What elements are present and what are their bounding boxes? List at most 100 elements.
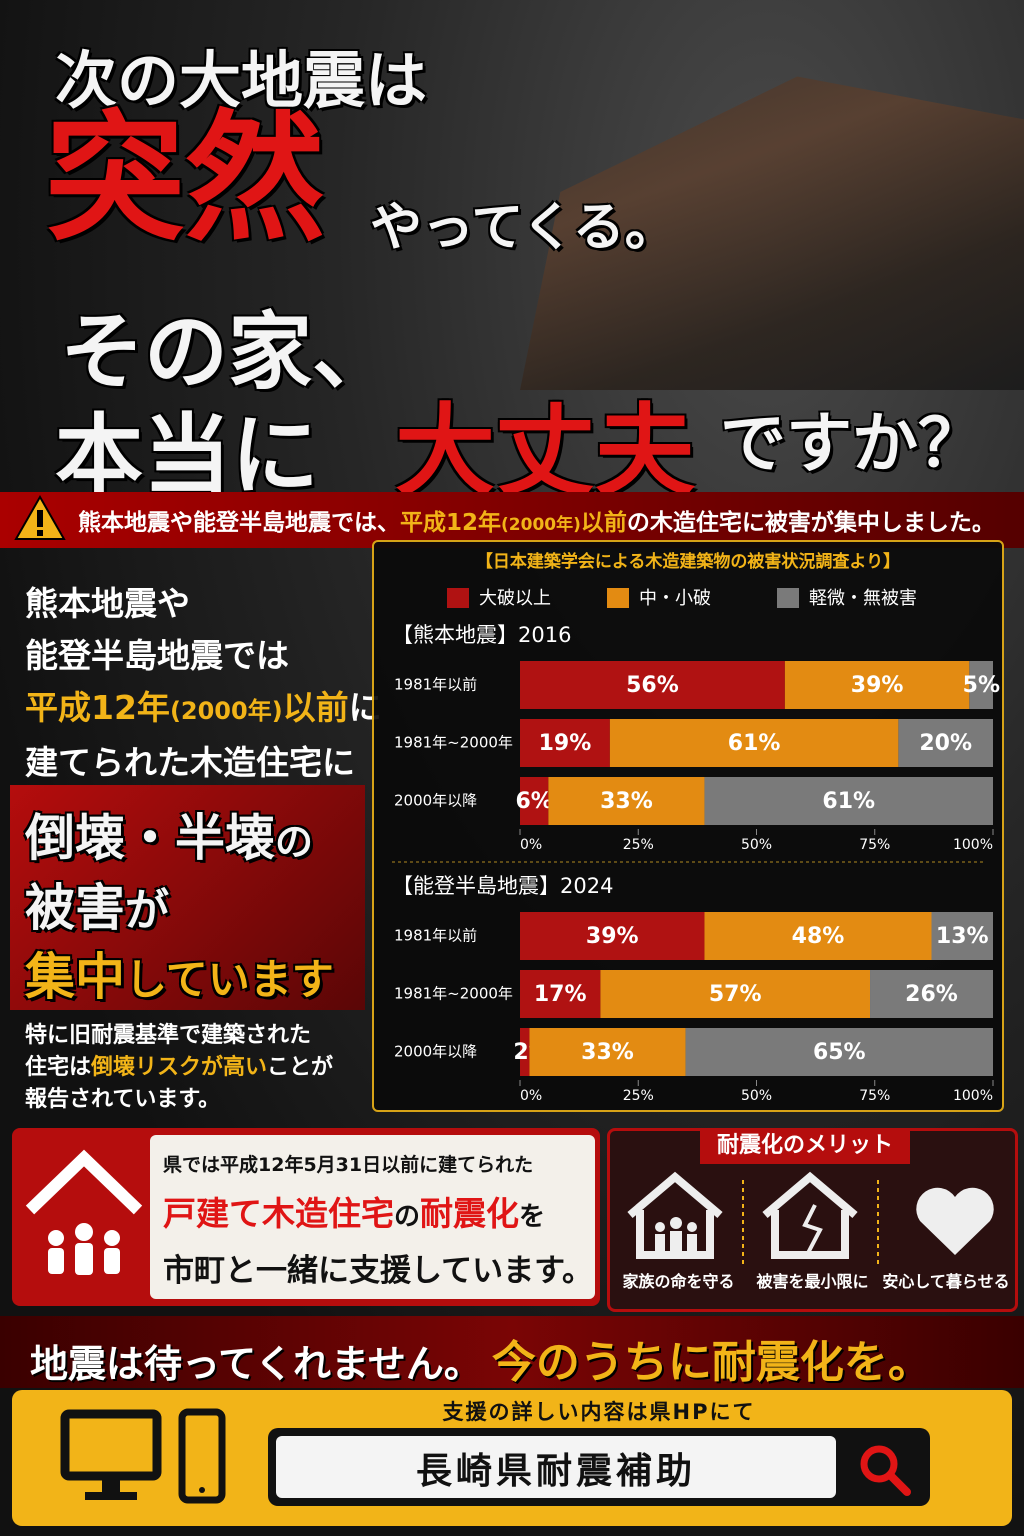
note-part: ことが <box>267 1055 334 1080</box>
bar-segment <box>520 1028 530 1076</box>
bar-segment <box>609 719 899 767</box>
category-label: 1981年~2000年 <box>394 734 513 752</box>
bar-segment <box>520 719 610 767</box>
support-line: 県では平成12年5月31日以前に建てられた <box>163 1154 534 1176</box>
headline-emph2: 大丈夫 <box>395 393 695 510</box>
bar-segment <box>520 970 601 1018</box>
value-label: 61% <box>728 731 781 756</box>
damage-part: 被害 <box>25 879 125 937</box>
category-label: 1981年~2000年 <box>394 985 513 1003</box>
survey-title: 【日本建築学会による木造建築物の被害状況調査より】 <box>476 551 900 572</box>
damage-box <box>10 785 365 1010</box>
left-part: 以前 <box>282 688 349 727</box>
search-icon[interactable] <box>855 1440 915 1496</box>
value-label: 20% <box>919 731 972 756</box>
headline-1: 次の大地震は <box>55 44 428 117</box>
search-query: 長崎県耐震補助 <box>415 1451 696 1492</box>
damage-text: 倒壊・半壊の 被害が 集中しています <box>25 805 334 1013</box>
search-input[interactable] <box>276 1436 836 1498</box>
x-tick-label: 50% <box>741 1088 772 1104</box>
value-label: 48% <box>792 924 845 949</box>
alert-text: 熊本地震や能登半島地震では、平成12年(2000年)以前の木造住宅に被害が集中し… <box>78 503 995 537</box>
value-label: 39% <box>586 924 639 949</box>
alert-bar <box>0 492 1024 548</box>
headline-4b: ですか？ <box>720 405 984 482</box>
damage-part: 倒壊・半壊 <box>25 809 275 867</box>
legend-label: 大破以上 <box>479 588 551 609</box>
bar-segment <box>931 912 993 960</box>
legend-swatch <box>777 588 799 608</box>
damage-part: しています <box>125 955 334 1004</box>
headline-2: やってくる。 <box>370 198 677 258</box>
value-label: 39% <box>851 673 904 698</box>
x-tick-label: 75% <box>859 837 890 853</box>
value-label: 61% <box>822 789 875 814</box>
merit-title: 耐震化のメリット <box>700 1128 910 1164</box>
bottom-text: 地震は待ってくれません。 今のうちに耐震化を。 <box>30 1326 932 1390</box>
support-part: の <box>394 1202 421 1232</box>
x-tick-label: 0% <box>520 1088 542 1104</box>
alert-part: 平成12年 <box>400 510 502 536</box>
category-label: 1981年以前 <box>394 927 477 945</box>
value-label: 65% <box>813 1040 866 1065</box>
value-label: 26% <box>905 982 958 1007</box>
damage-part: の <box>275 820 314 864</box>
bar-segment <box>704 912 932 960</box>
category-label: 2000年以降 <box>394 1043 477 1061</box>
bar-segment <box>520 912 705 960</box>
x-tick-label: 100% <box>953 837 993 853</box>
bar-segment <box>898 719 993 767</box>
chart-title: 【能登半島地震】2024 <box>392 874 613 898</box>
device-icons <box>60 1408 226 1504</box>
legend-label: 中・小破 <box>639 588 711 609</box>
value-label: 17% <box>534 982 587 1007</box>
bar-segment <box>520 661 785 709</box>
bottom-part: 今のうちに耐震化を。 <box>491 1337 932 1388</box>
search-caption: 支援の詳しい内容は県HPにて <box>442 1400 756 1424</box>
left-note: 特に旧耐震基準で建築された 住宅は倒壊リスクが高いことが 報告されています。 <box>25 1020 333 1116</box>
support-line: 市町と一緒に支援しています。 <box>163 1253 593 1289</box>
legend-label: 軽微・無被害 <box>809 588 917 609</box>
bar-segment <box>704 777 993 825</box>
family-house-icon <box>25 1149 143 1275</box>
charts: 【日本建築学会による木造建築物の被害状況調査より】大破以上 中・小破 軽微・無被害【… <box>392 551 1000 1104</box>
alert-part: 以前 <box>580 510 627 536</box>
alert-part: (2000年) <box>501 515 581 535</box>
support-part: を <box>519 1202 546 1232</box>
value-label: 56% <box>626 673 679 698</box>
headline-3: その家、 <box>60 303 397 401</box>
note-line: 報告されています。 <box>25 1087 221 1112</box>
legend-swatch <box>607 588 629 608</box>
x-tick-label: 75% <box>859 1088 890 1104</box>
merit-items: 家族の命を守る 被害を最小限に 安心して暮らせる <box>612 1268 1012 1292</box>
note-line: 特に旧耐震基準で建築された <box>25 1023 312 1048</box>
left-part: (2000年) <box>169 697 283 725</box>
x-tick-label: 100% <box>953 1088 993 1104</box>
left-part: 平成12年 <box>25 688 170 727</box>
support-part: 戸建て木造住宅 <box>163 1194 394 1233</box>
note-part: 住宅は <box>25 1055 92 1080</box>
merit-item: 安心して暮らせる <box>882 1272 1010 1291</box>
left-line: 平成12年(2000年)以前に <box>25 682 382 737</box>
bar-segment <box>600 970 871 1018</box>
note-part: 倒壊リスクが高い <box>91 1055 268 1080</box>
value-label: 33% <box>600 789 653 814</box>
bar-segment <box>548 777 705 825</box>
bar-segment <box>870 970 993 1018</box>
bar-segment <box>520 777 549 825</box>
x-tick-label: 0% <box>520 837 542 853</box>
bar-segment <box>784 661 970 709</box>
category-label: 1981年以前 <box>394 676 477 694</box>
x-tick-label: 25% <box>623 837 654 853</box>
value-label: 6% <box>516 789 553 814</box>
value-label: 19% <box>539 731 592 756</box>
legend-swatch <box>447 588 469 608</box>
support-part: 耐震化 <box>420 1194 520 1233</box>
value-label: 5% <box>963 673 1000 698</box>
damage-part: 集中 <box>25 948 125 1006</box>
support-text: 県では平成12年5月31日以前に建てられた 戸建て木造住宅の耐震化を 市町と一緒… <box>163 1150 593 1290</box>
value-label: 13% <box>936 924 989 949</box>
left-line: 能登半島地震では <box>25 636 289 675</box>
alert-part: 熊本地震や能登半島地震では、 <box>78 510 400 536</box>
